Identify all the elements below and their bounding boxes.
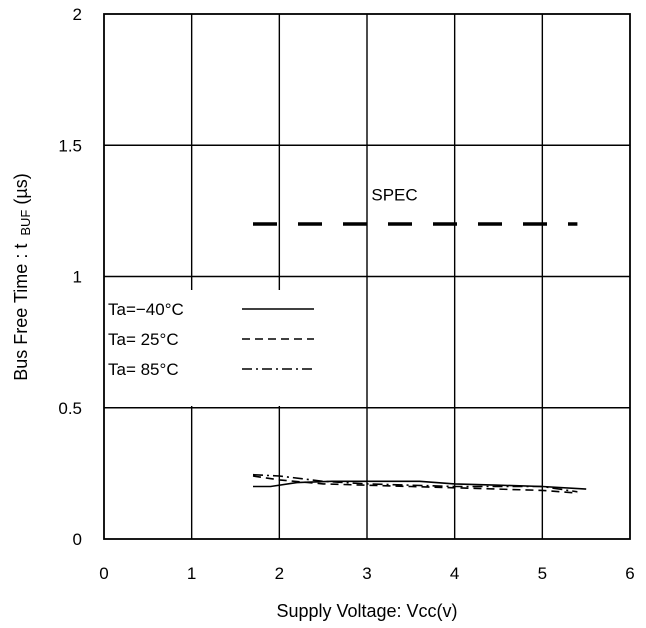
y-tick-label-1: 0.5 [58,399,82,418]
x-tick-label-4: 4 [450,564,459,583]
y-tick-label-0: 0 [73,530,82,549]
spec-annotation: SPEC [371,185,417,204]
plot-frame [103,13,631,540]
series-layer [252,222,587,494]
tick-labels: 0 1 2 3 4 5 6 0 0.5 1 1.5 2 [58,5,634,583]
legend-label-series-1: Ta=−40°C [108,300,184,319]
legend-label-series-3: Ta= 85°C [108,360,179,379]
y-tick-label-3: 1.5 [58,136,82,155]
x-tick-label-2: 2 [275,564,284,583]
y-axis-label-main: Bus Free Time : t [11,244,31,381]
x-tick-label-6: 6 [625,564,634,583]
x-tick-label-0: 0 [99,564,108,583]
series-line-3 [252,473,578,493]
x-tick-label-3: 3 [362,564,371,583]
legend: Ta=−40°C Ta= 25°C Ta= 85°C [104,290,320,406]
y-axis-label: Bus Free Time : t BUF (µs) [11,173,34,380]
series-line-2 [252,475,578,494]
y-axis-label-subscript: BUF [18,210,33,236]
y-axis-label-unit: (µs) [11,173,31,204]
y-tick-label-2: 1 [73,268,82,287]
legend-label-series-2: Ta= 25°C [108,330,179,349]
x-axis-label: Supply Voltage: Vcc(v) [276,601,457,621]
x-tick-label-5: 5 [538,564,547,583]
grid-lines [104,14,630,539]
x-tick-label-1: 1 [187,564,196,583]
y-tick-label-4: 2 [73,5,82,24]
